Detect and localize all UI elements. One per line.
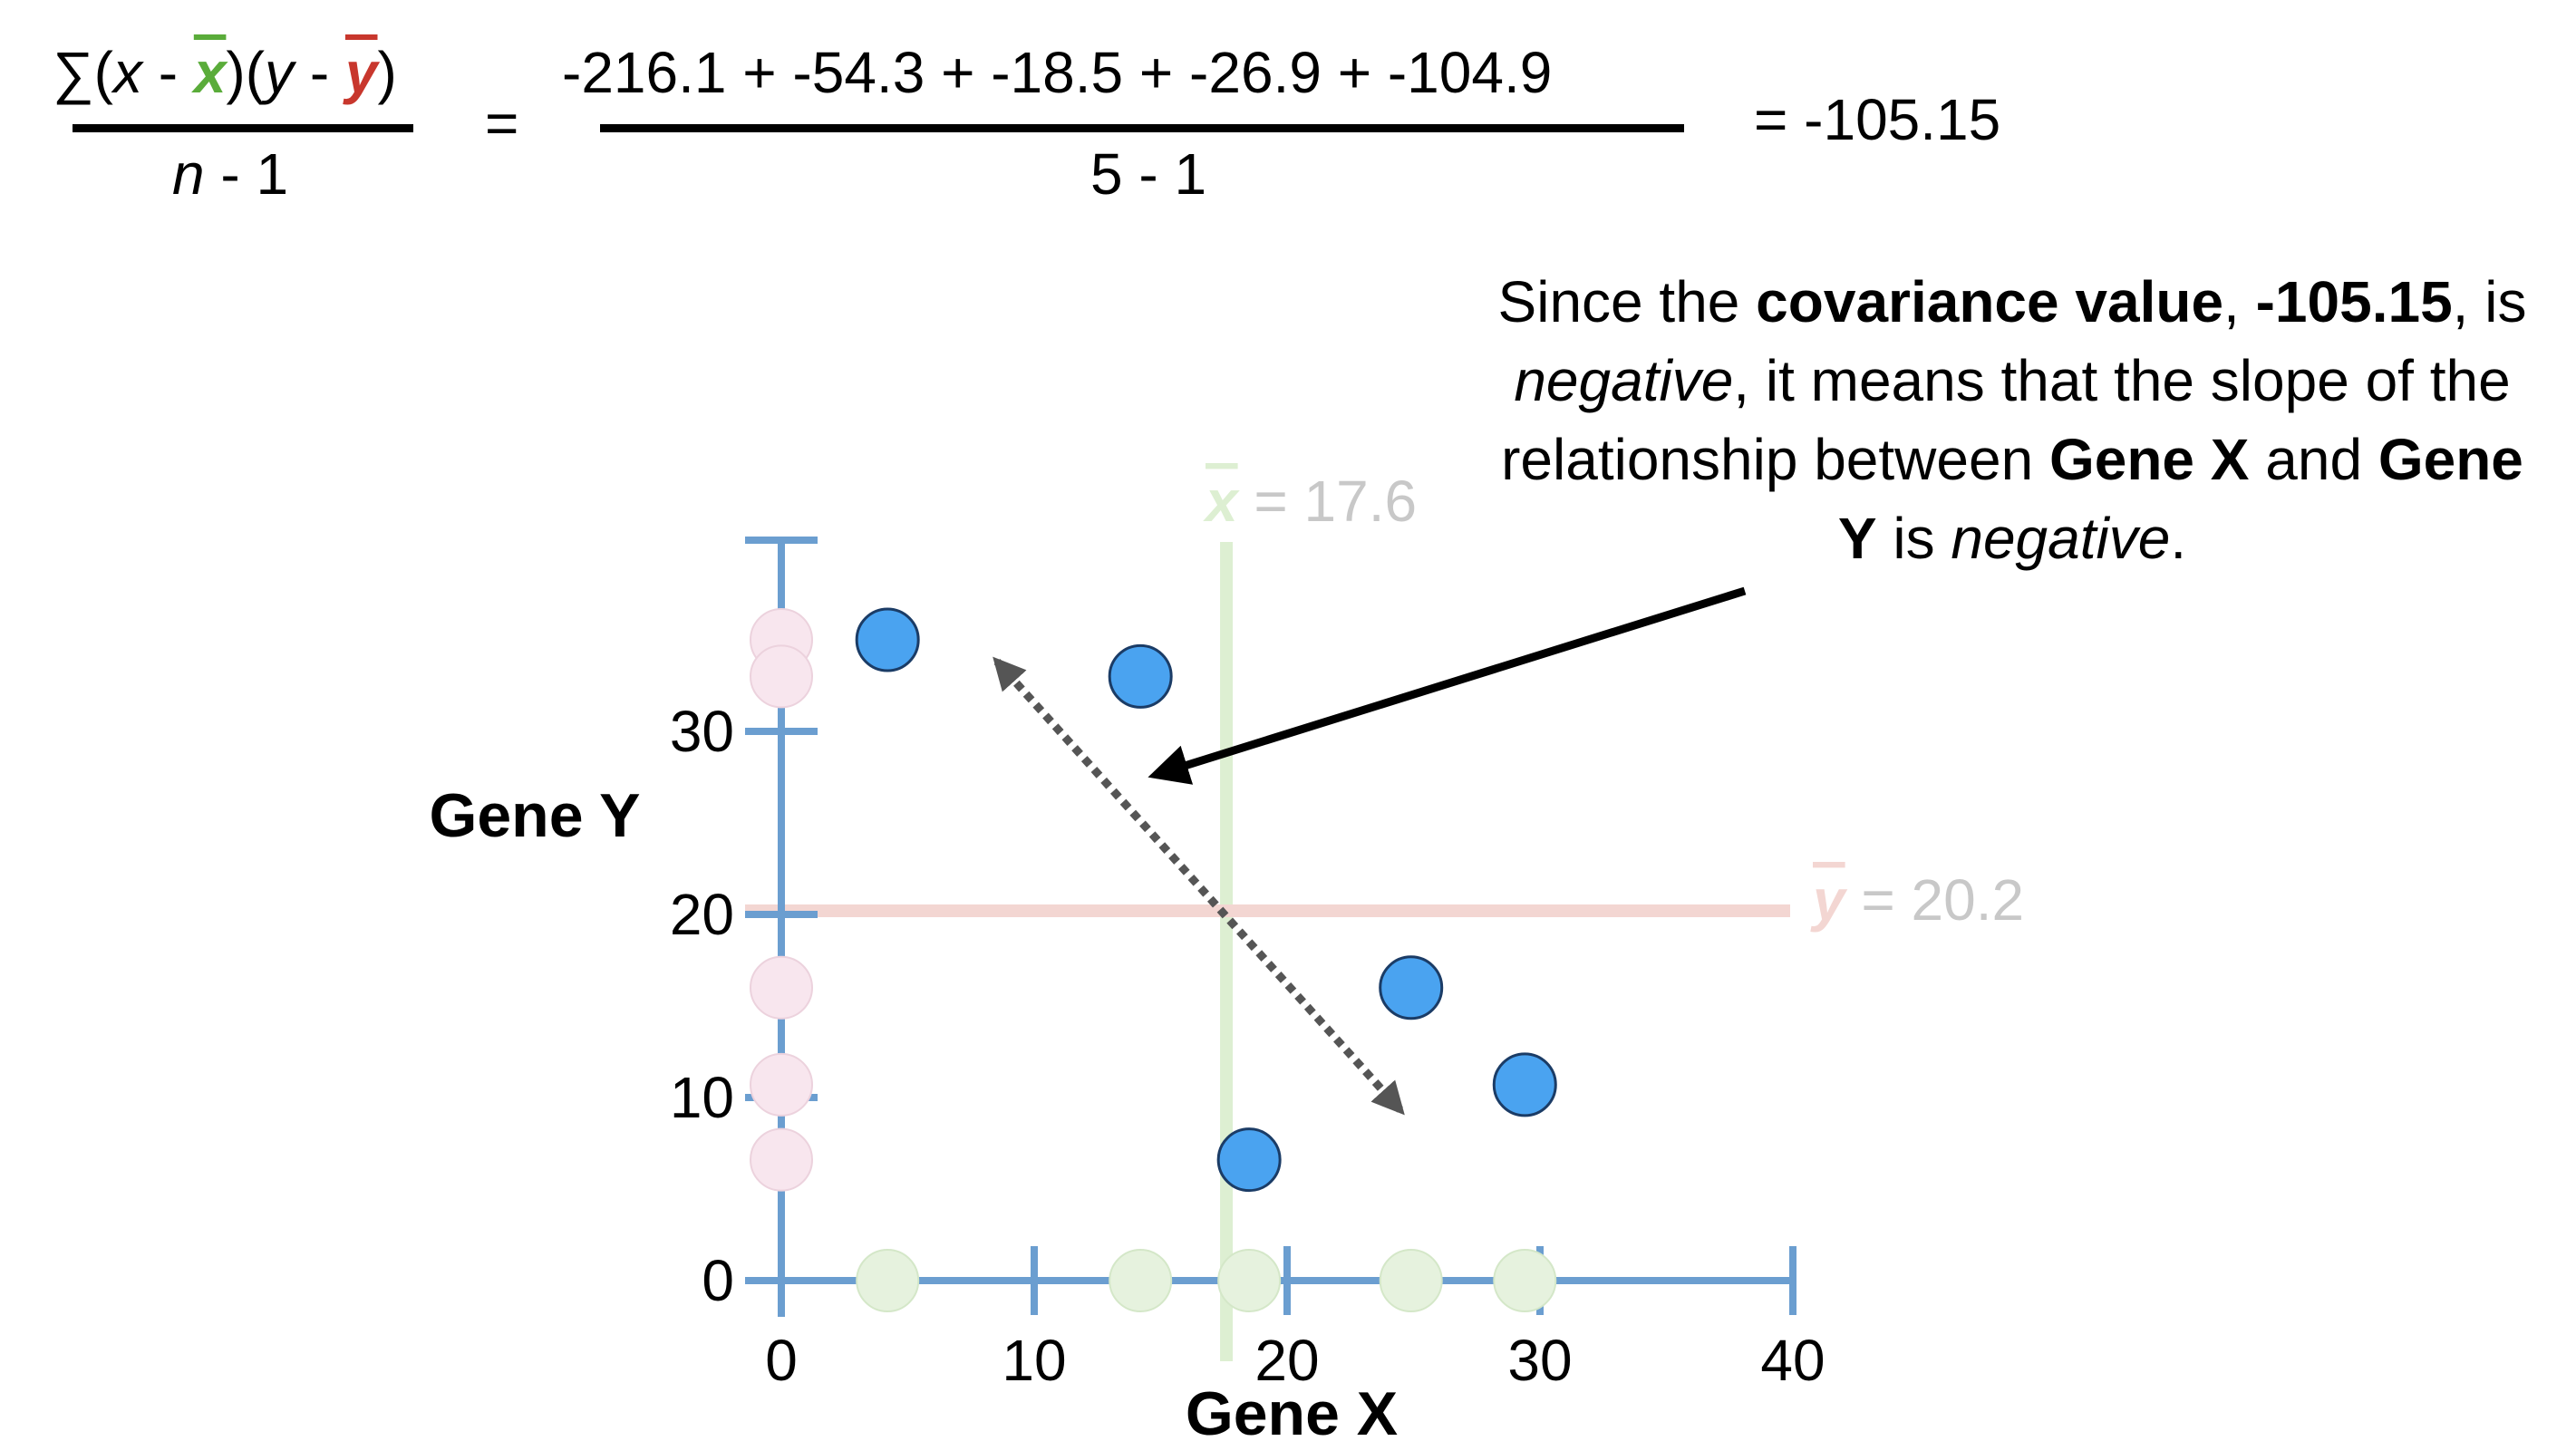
y-projection-dot [750, 955, 813, 1020]
formula-right-fraction-bar [600, 124, 1684, 132]
sum-symbol: ∑ [53, 40, 94, 105]
x-bar-symbol: x [1203, 469, 1240, 534]
y-tick-label: 10 [670, 1065, 734, 1130]
x-mean-label: x = 17.6 [1203, 469, 1417, 534]
y-bar-symbol: y [344, 40, 378, 105]
x-variable: x [112, 40, 142, 105]
callout-text: Since the covariance value, -105.15, is … [1497, 269, 2527, 571]
y-mean-value: = 20.2 [1845, 867, 2025, 933]
formula-numerator: ∑(x - x)(y - y) [53, 40, 397, 105]
y-bar-symbol: y [1810, 867, 1848, 933]
x-tick-label: 40 [1760, 1328, 1825, 1393]
data-point [1216, 1127, 1282, 1193]
callout-arrow [1148, 586, 1747, 785]
y-projection-dot [750, 644, 813, 709]
y-tick-label: 0 [702, 1248, 734, 1313]
x-tick-label: 30 [1507, 1328, 1572, 1393]
projections-layer [750, 608, 1557, 1312]
y-tick-label: 20 [670, 882, 734, 947]
sample-size-denominator: 5 - 1 [1090, 141, 1207, 207]
arrows-layer [993, 586, 1747, 1116]
x-tick-label: 10 [1002, 1328, 1066, 1393]
trend-arrow [993, 656, 1405, 1116]
n-variable: n [172, 141, 205, 207]
x-projection-dot [1109, 1249, 1173, 1312]
x-axis-label: Gene X [1186, 1379, 1398, 1441]
formula-denominator: n - 1 [172, 141, 289, 207]
x-mean-value: = 17.6 [1238, 469, 1418, 534]
x-tick-label: 0 [765, 1328, 798, 1393]
data-point [1108, 643, 1173, 709]
data-point [1379, 955, 1444, 1020]
labels-layer: 0 10 20 30 40 0 10 20 30 Gene X Gene Y x = 17.6 y = … [429, 469, 2024, 1441]
data-point [1492, 1052, 1557, 1117]
y-projection-dot [750, 1127, 813, 1192]
x-bar-symbol: x [193, 40, 227, 105]
x-projection-dot [856, 1249, 920, 1312]
y-axis-label: Gene Y [429, 781, 640, 850]
y-projection-dot [750, 1052, 813, 1117]
y-variable: y [265, 40, 295, 105]
data-point [855, 607, 920, 672]
y-mean-label: y = 20.2 [1810, 867, 2024, 933]
formula-left-fraction-bar [73, 124, 413, 132]
x-projection-dot [1379, 1249, 1443, 1312]
x-projection-dot [1493, 1249, 1557, 1312]
covariance-result: = -105.15 [1754, 87, 2001, 152]
sum-of-products: -216.1 + -54.3 + -18.5 + -26.9 + -104.9 [562, 40, 1553, 105]
points-layer [855, 607, 1557, 1193]
x-projection-dot [1217, 1249, 1282, 1312]
y-tick-label: 30 [670, 699, 734, 764]
x-tick-label: 20 [1254, 1328, 1319, 1393]
formula-equals-sign: = [485, 91, 519, 156]
